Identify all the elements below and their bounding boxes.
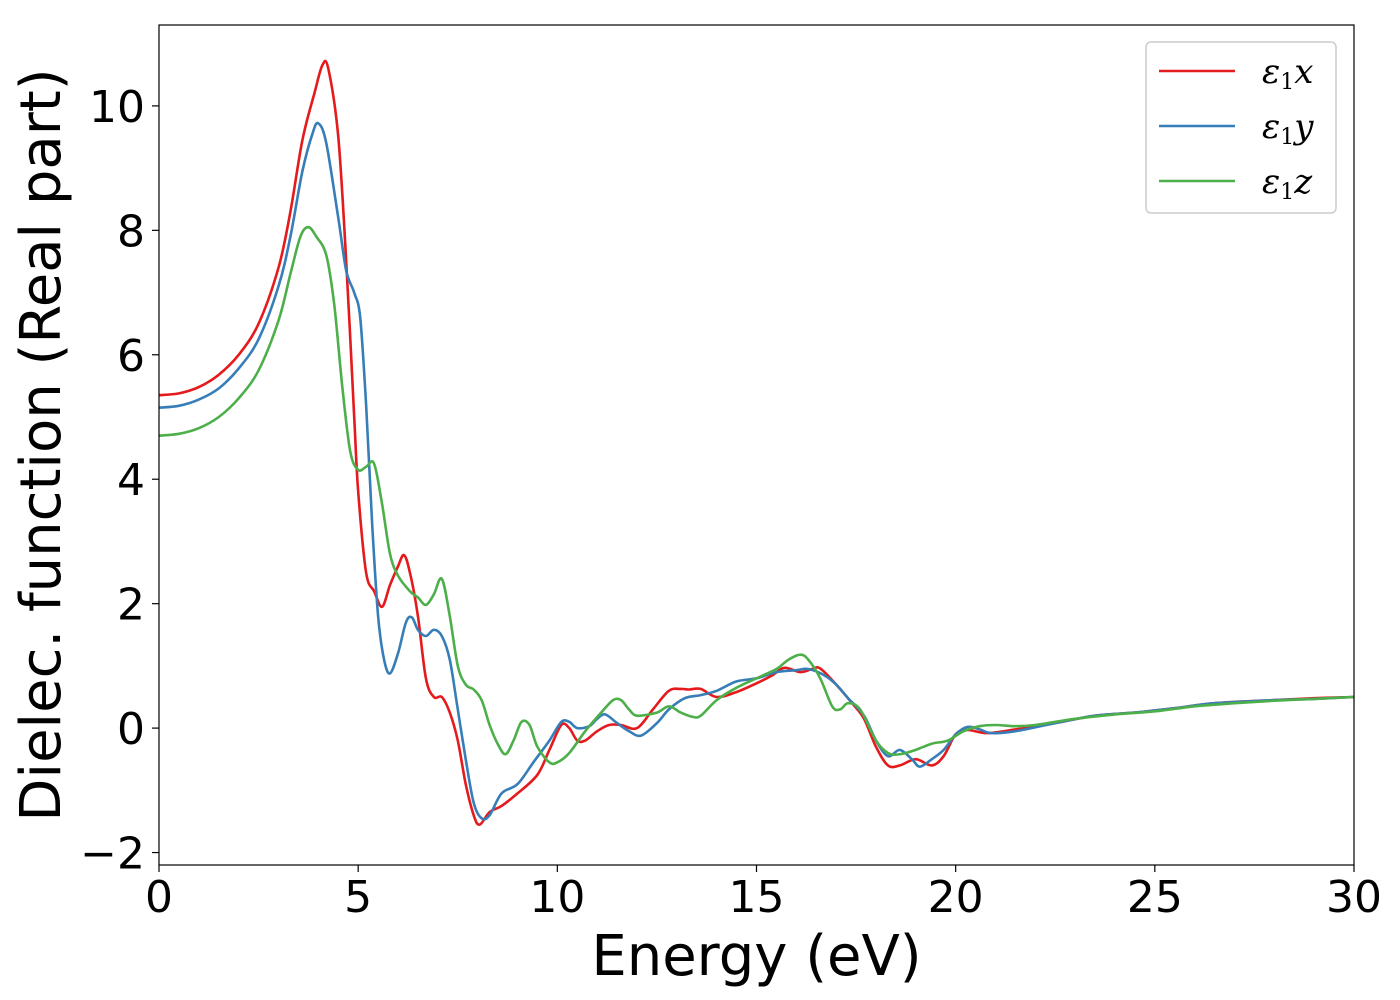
- series-line-z: [159, 225, 1354, 766]
- legend-label-y: ε1y: [1262, 107, 1314, 150]
- y-tick-label: 10: [89, 82, 145, 133]
- legend-label-x: ε1x: [1262, 52, 1313, 95]
- legend-label-z: ε1z: [1262, 162, 1313, 205]
- x-axis-ticks: 0 5 10 15 20 25 30: [145, 865, 1382, 923]
- x-tick-label: 10: [529, 872, 585, 923]
- y-tick-label: 0: [117, 704, 145, 755]
- series-line-x: [159, 59, 1354, 826]
- y-axis-title: Dielec. function (Real part): [9, 68, 74, 821]
- x-tick-label: 0: [145, 872, 173, 923]
- y-tick-label: −2: [80, 829, 145, 880]
- y-tick-label: 2: [117, 580, 145, 631]
- x-axis-title: Energy (eV): [591, 924, 921, 989]
- y-tick-label: 4: [117, 455, 145, 506]
- y-tick-label: 6: [117, 331, 145, 382]
- legend: ε1x ε1y ε1z: [1145, 41, 1337, 214]
- x-tick-label: 30: [1326, 872, 1382, 923]
- x-tick-label: 25: [1127, 872, 1183, 923]
- plot-lines: [159, 59, 1354, 826]
- x-tick-label: 5: [344, 872, 372, 923]
- series-line-y: [159, 121, 1354, 821]
- y-tick-label: 8: [117, 206, 145, 257]
- legend-box: [1145, 41, 1337, 214]
- x-tick-label: 20: [928, 872, 984, 923]
- x-tick-label: 15: [729, 872, 785, 923]
- y-axis-ticks: −2 0 2 4 6 8 10: [80, 82, 159, 880]
